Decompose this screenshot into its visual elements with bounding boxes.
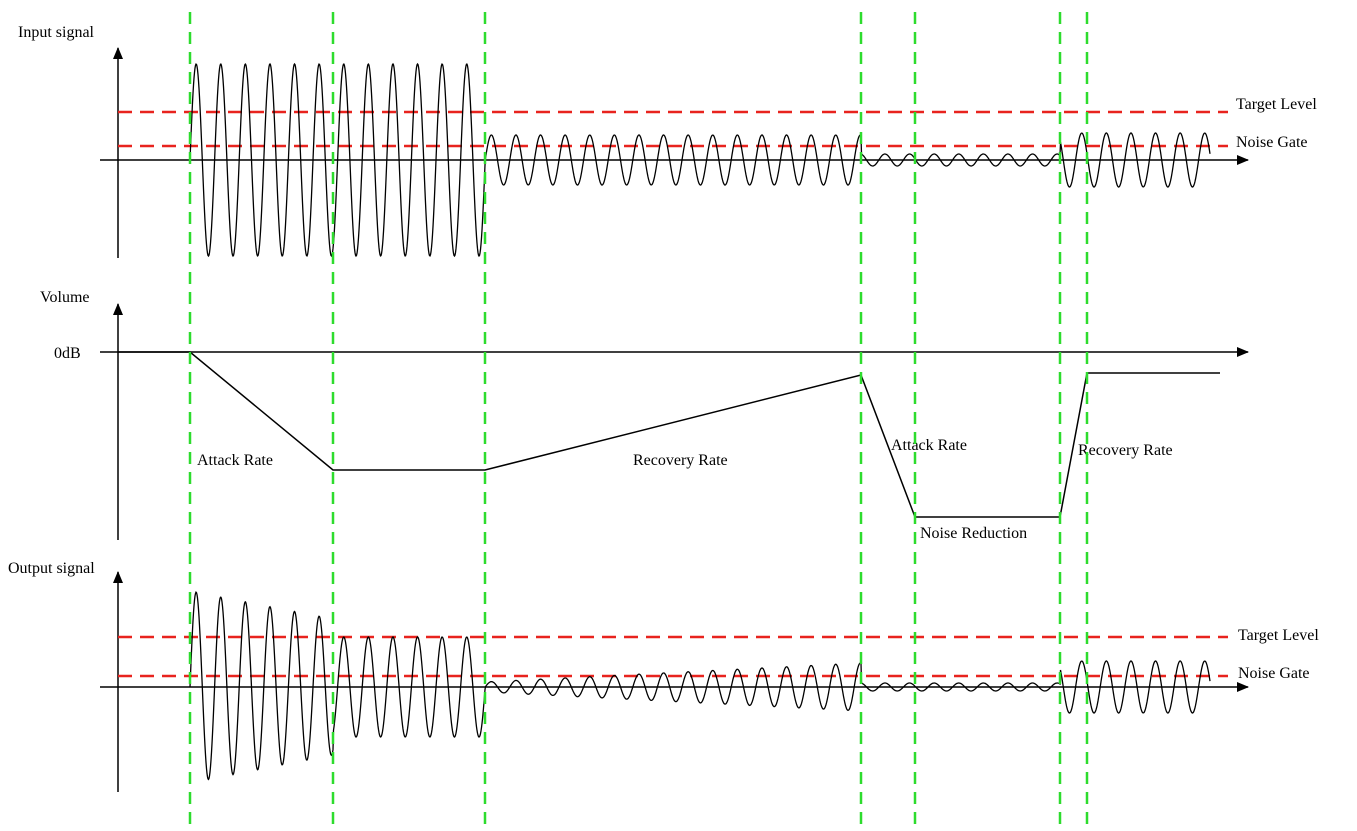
event-markers: [188, 12, 1089, 831]
output-signal-waveform: [189, 591, 1211, 781]
output-panel: Output signal Target Level Noise Gate: [8, 560, 1319, 792]
volume-axis-label: Volume: [40, 289, 89, 306]
input-axis-label: Input signal: [18, 24, 95, 41]
input-noise-gate-label: Noise Gate: [1236, 134, 1308, 151]
input-target-level-label: Target Level: [1236, 96, 1317, 113]
output-axis-label: Output signal: [8, 560, 95, 577]
attack-rate-label-1: Attack Rate: [197, 452, 273, 469]
recovery-rate-label-2: Recovery Rate: [1078, 442, 1173, 459]
attack-rate-label-2: Attack Rate: [891, 437, 967, 454]
recovery-rate-label-1: Recovery Rate: [633, 452, 728, 469]
input-signal-waveform: [189, 62, 1211, 258]
noise-reduction-label: Noise Reduction: [920, 525, 1027, 542]
input-panel: Input signal Target Level Noise Gate: [18, 24, 1317, 258]
output-target-level-label: Target Level: [1238, 627, 1319, 644]
output-noise-gate-label: Noise Gate: [1238, 665, 1310, 682]
volume-curve: [118, 351, 1220, 518]
zero-db-label: 0dB: [54, 345, 81, 362]
volume-panel: Volume 0dB Attack Rate Recovery Rate Att…: [40, 289, 1249, 542]
